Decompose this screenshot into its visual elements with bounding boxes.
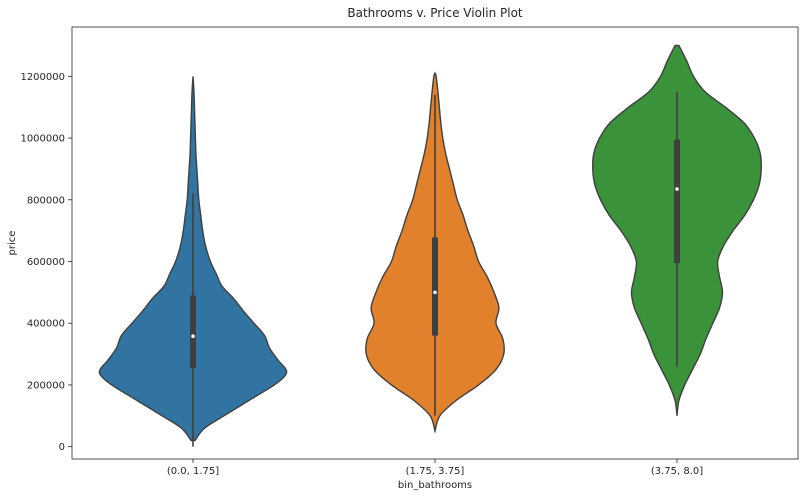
violin-iqr-box (190, 295, 196, 368)
y-axis: 0 200000 400000 600000 800000 1000000 1200000 (20, 72, 72, 453)
x-tick-label: (0.0, 1.75] (167, 466, 219, 477)
y-tick-label: 400000 (27, 319, 65, 330)
x-tick-label: (1.75, 3.75] (406, 466, 465, 477)
boxes-layer (190, 91, 680, 447)
y-tick-label: 1200000 (20, 72, 65, 83)
violin-iqr-box (674, 139, 680, 264)
violin-median-dot (675, 187, 679, 191)
violin-median-dot (191, 334, 195, 338)
x-tick-label: (3.75, 8.0] (651, 466, 703, 477)
x-axis-title: bin_bathrooms (398, 480, 472, 491)
violins-layer (98, 44, 762, 442)
y-tick-label: 0 (59, 442, 65, 453)
y-tick-label: 800000 (27, 195, 65, 206)
violin-median-dot (433, 290, 437, 295)
y-tick-label: 600000 (27, 257, 65, 268)
y-axis-title: price (7, 231, 18, 256)
chart-title: Bathrooms v. Price Violin Plot (347, 6, 523, 20)
violin-iqr-box (432, 237, 438, 336)
y-tick-label: 1000000 (20, 134, 65, 145)
x-axis: (0.0, 1.75] (1.75, 3.75] (3.75, 8.0] (167, 459, 703, 477)
y-tick-label: 200000 (27, 380, 65, 391)
